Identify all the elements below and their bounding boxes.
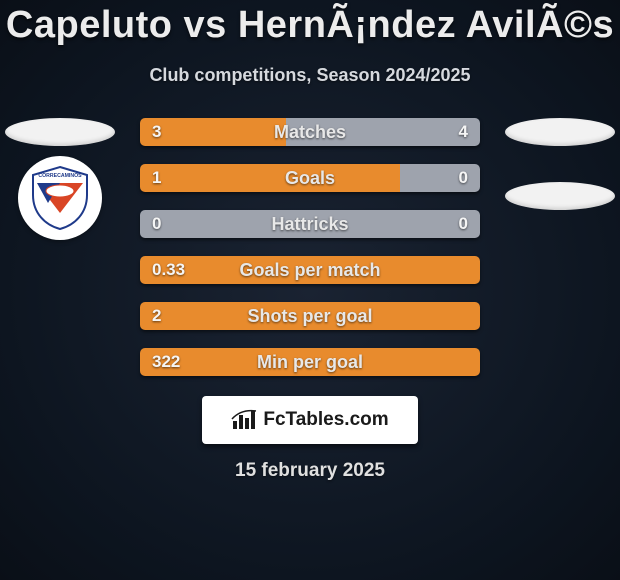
subtitle: Club competitions, Season 2024/2025 — [0, 65, 620, 86]
stat-row: 34Matches — [140, 118, 480, 146]
left-badge-column: CORRECAMINOS — [0, 118, 120, 240]
comparison-bars: 34Matches 10Goals 00Hattricks 0.33Goals per… — [140, 118, 480, 376]
stat-row: 2Shots per goal — [140, 302, 480, 330]
team-badge-placeholder — [505, 118, 615, 146]
shield-icon: CORRECAMINOS — [25, 163, 95, 233]
stat-row: 00Hattricks — [140, 210, 480, 238]
team-badge-placeholder — [505, 182, 615, 210]
stat-row: 0.33Goals per match — [140, 256, 480, 284]
stat-label: Hattricks — [140, 210, 480, 238]
brand-text: FcTables.com — [263, 409, 388, 431]
brand-box: FcTables.com — [202, 396, 418, 444]
comparison-card: Capeluto vs HernÃ¡ndez AvilÃ©s Club comp… — [0, 0, 620, 482]
team-badge-placeholder — [5, 118, 115, 146]
page-title: Capeluto vs HernÃ¡ndez AvilÃ©s — [0, 4, 620, 47]
stat-row: 10Goals — [140, 164, 480, 192]
bar-chart-icon — [231, 409, 257, 431]
stat-label: Min per goal — [140, 348, 480, 376]
team-badge: CORRECAMINOS — [18, 156, 102, 240]
stat-label: Goals — [140, 164, 480, 192]
stat-label: Shots per goal — [140, 302, 480, 330]
svg-text:CORRECAMINOS: CORRECAMINOS — [38, 173, 82, 179]
stat-row: 322Min per goal — [140, 348, 480, 376]
chart-area: CORRECAMINOS 34Matches 10Goals 00Hattricks… — [0, 118, 620, 378]
stat-label: Matches — [140, 118, 480, 146]
date-text: 15 february 2025 — [0, 460, 620, 482]
right-badge-column — [500, 118, 620, 210]
stat-label: Goals per match — [140, 256, 480, 284]
